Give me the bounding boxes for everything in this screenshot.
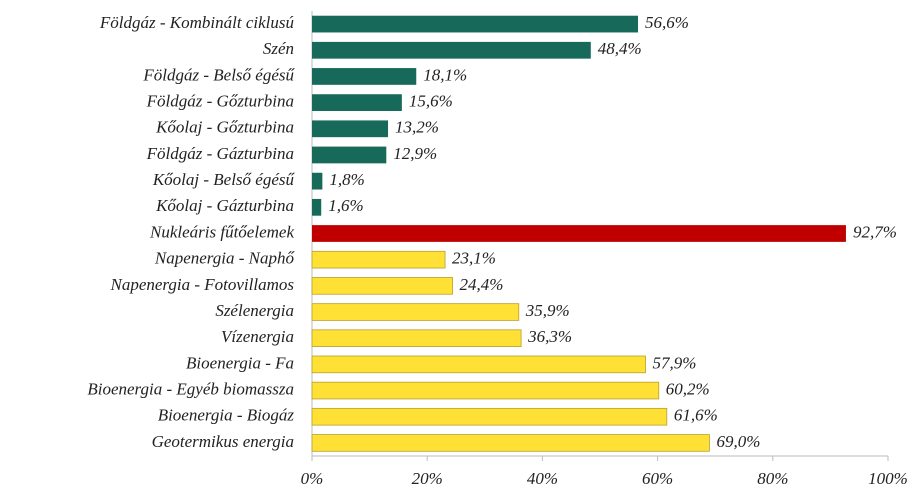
value-label: 15,6% — [409, 92, 453, 111]
y-tick-label: Geotermikus energia — [152, 432, 294, 451]
y-tick-label: Bioenergia - Egyéb biomassza — [87, 379, 294, 398]
x-tick-label: 40% — [527, 469, 558, 488]
x-tick-label: 0% — [301, 469, 324, 488]
value-label: 24,4% — [460, 275, 504, 294]
y-tick-label: Kőolaj - Gőzturbina — [155, 118, 294, 137]
y-tick-label: Nukleáris fűtőelemek — [149, 222, 294, 241]
bar — [312, 15, 639, 33]
bar — [312, 146, 387, 164]
bar — [311, 355, 646, 374]
bar — [312, 172, 323, 190]
bar — [312, 225, 846, 242]
value-label: 48,4% — [598, 39, 642, 58]
y-tick-label: Földgáz - Kombinált ciklusú — [99, 13, 294, 32]
y-tick-label: Szén — [263, 39, 294, 58]
bar — [311, 277, 453, 295]
bar — [311, 303, 520, 321]
value-label: 57,9% — [653, 353, 697, 372]
value-label: 35,9% — [525, 301, 570, 320]
value-label: 60,2% — [666, 379, 710, 398]
value-label: 56,6% — [645, 13, 689, 32]
bar — [311, 434, 710, 452]
y-tick-label: Kőolaj - Gázturbina — [155, 196, 294, 215]
y-tick-label: Napenergia - Naphő — [154, 249, 296, 268]
bar — [311, 329, 522, 347]
y-tick-label: Szélenergia — [215, 301, 294, 320]
value-label: 92,7% — [853, 222, 897, 241]
bar — [312, 41, 591, 59]
x-tick-label: 80% — [757, 469, 788, 488]
y-tick-label: Földgáz - Belső égésű — [142, 65, 295, 84]
value-label: 61,6% — [674, 406, 718, 425]
value-label: 1,8% — [329, 170, 364, 189]
value-label: 69,0% — [716, 432, 760, 451]
value-label: 36,3% — [527, 327, 572, 346]
bar — [312, 68, 417, 85]
y-tick-label: Kőolaj - Belső égésű — [152, 170, 296, 189]
y-tick-label: Bioenergia - Biogáz — [158, 406, 295, 425]
x-tick-label: 60% — [642, 469, 673, 488]
y-tick-label: Földgáz - Gőzturbina — [146, 92, 294, 111]
y-tick-label: Vízenergia — [221, 327, 294, 346]
value-label: 1,6% — [328, 196, 363, 215]
x-tick-label: 100% — [868, 469, 908, 488]
value-label: 12,9% — [393, 144, 437, 163]
value-label: 13,2% — [395, 118, 439, 137]
bar — [311, 250, 446, 269]
bar — [311, 381, 660, 400]
value-label: 23,1% — [452, 249, 496, 268]
bar — [312, 120, 389, 138]
y-tick-label: Földgáz - Gázturbina — [146, 144, 294, 163]
bar — [312, 94, 402, 111]
bar — [312, 198, 322, 216]
y-tick-label: Bioenergia - Fa — [186, 353, 294, 372]
y-tick-label: Napenergia - Fotovillamos — [109, 275, 294, 294]
value-label: 18,1% — [423, 65, 467, 84]
x-tick-label: 20% — [412, 469, 443, 488]
bar — [311, 407, 668, 426]
